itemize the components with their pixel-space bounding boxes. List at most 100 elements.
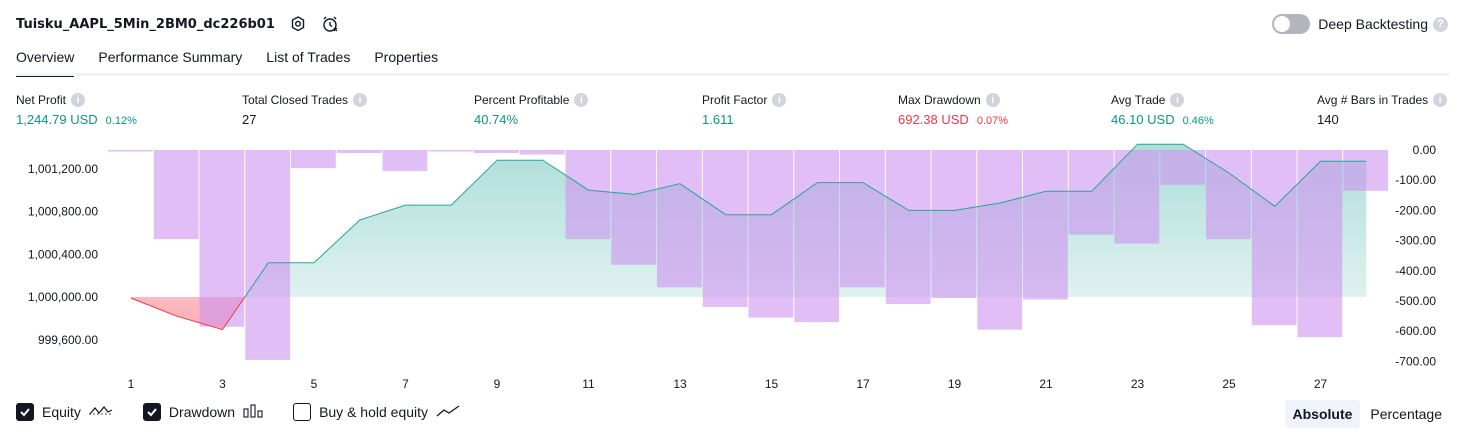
metric-label: Avg Trade [1111,93,1166,107]
x-axis-tick: 25 [1222,377,1236,391]
absolute-button[interactable]: Absolute [1284,400,1361,428]
checkbox-checked-icon[interactable] [142,403,161,421]
drawdown-bar [1343,150,1389,191]
x-axis-tick: 21 [1039,377,1053,391]
metric-label: Avg # Bars in Trades [1317,93,1429,107]
deep-backtesting-toggle[interactable] [1272,14,1311,34]
info-icon[interactable]: i [772,93,787,107]
drawdown-bar [702,150,748,307]
left-axis-tick: 1,000,400.00 [28,247,98,261]
x-axis-tick: 19 [948,377,962,391]
drawdown-bar [885,150,931,304]
drawdown-bar [748,150,794,318]
help-icon[interactable]: ? [1433,16,1448,32]
drawdown-label: Drawdown [168,404,236,420]
metric-label: Percent Profitable [474,93,570,107]
buy-hold-label: Buy & hold equity [319,404,429,420]
checkbox-unchecked-icon[interactable] [293,403,312,421]
drawdown-bar [565,150,611,240]
drawdown-bar [1251,150,1297,326]
drawdown-bar [1206,150,1251,240]
tab-divider [16,73,1450,76]
metric-max-drawdown: Max Drawdown i 692.38 USD 0.07% [898,93,1008,127]
x-axis-tick: 23 [1131,377,1145,391]
metric-value: 140 [1317,112,1339,127]
alert-clock-icon[interactable] [321,15,339,33]
right-axis-tick: -200.00 [1395,203,1436,217]
drawdown-bar [108,150,153,152]
drawdown-bar [1023,150,1068,300]
drawdown-bar [1297,150,1343,338]
drawdown-bar [1114,150,1160,244]
right-axis-tick: -600.00 [1395,324,1436,338]
drawdown-bar [794,150,840,323]
metric-percent: 0.46% [1182,115,1214,127]
right-axis-tick: -300.00 [1395,234,1436,248]
line-chart-icon [88,404,113,421]
metric-percent: 0.12% [105,115,137,127]
equity-label: Equity [42,404,81,420]
x-axis-tick: 15 [765,377,779,391]
info-icon[interactable]: i [1433,93,1448,107]
drawdown-bar [657,150,702,288]
tab-list-of-trades[interactable]: List of Trades [266,49,351,65]
x-axis-tick: 7 [402,377,409,391]
x-axis-tick: 5 [311,377,318,391]
left-axis-tick: 1,000,000.00 [28,290,98,304]
metric-avg-trade: Avg Trade i 46.10 USD 0.46% [1111,93,1214,127]
left-axis-tick: 1,000,800.00 [28,205,98,219]
right-axis-tick: 0.00 [1413,143,1437,157]
right-axis-tick: -500.00 [1395,294,1436,308]
metric-label: Net Profit [16,93,67,107]
drawdown-bar [931,150,977,298]
bar-chart-icon [243,403,263,421]
buy-hold-checkbox[interactable]: Buy & hold equity [293,403,460,421]
x-axis-tick: 13 [673,377,687,391]
right-axis-tick: -100.00 [1395,173,1436,187]
metric-value: 46.10 USD [1111,112,1175,127]
metric-percent: 0.07% [976,115,1009,127]
percentage-button[interactable]: Percentage [1370,406,1442,422]
x-axis-tick: 1 [128,377,135,391]
drawdown-bar [291,150,336,169]
drawdown-bar [382,150,428,172]
strategy-header: Tuisku_AAPL_5Min_2BM0_dc226b01 [16,12,339,36]
settings-icon[interactable] [289,15,307,33]
info-icon[interactable]: i [1170,93,1185,107]
checkbox-checked-icon[interactable] [16,403,34,421]
drawdown-checkbox[interactable]: Drawdown [142,403,263,421]
info-icon[interactable]: i [985,93,1000,107]
info-icon[interactable]: i [353,93,368,107]
trend-line-icon [436,404,460,421]
metric-label: Max Drawdown [898,93,981,107]
info-icon[interactable]: i [71,93,86,107]
equity-checkbox[interactable]: Equity [16,403,113,421]
drawdown-bar [519,150,565,155]
equity-line-positive [244,143,1367,297]
metric-profit-factor: Profit Factor i 1.611 [702,93,787,127]
x-axis-tick: 3 [219,377,226,391]
left-axis-tick: 999,600.00 [38,333,98,347]
drawdown-bar [153,150,199,240]
strategy-title: Tuisku_AAPL_5Min_2BM0_dc226b01 [16,16,275,32]
tab-performance-summary[interactable]: Performance Summary [98,49,243,65]
tab-bar: Overview Performance Summary List of Tra… [16,46,462,77]
metric-total-closed-trades: Total Closed Trades i 27 [242,93,368,127]
metric-percent-profitable: Percent Profitable i 40.74% [474,93,589,127]
metric-value: 27 [242,112,257,127]
info-icon[interactable]: i [574,93,589,107]
right-axis-tick: -700.00 [1395,354,1436,368]
metric-value: 1,244.79 USD [16,112,98,127]
drawdown-bar [199,150,245,327]
metric-label: Profit Factor [702,93,768,107]
drawdown-bar [1160,150,1206,185]
drawdown-bar [428,150,474,152]
drawdown-bar [840,150,885,288]
drawdown-bar [474,150,519,153]
tab-properties[interactable]: Properties [374,49,439,65]
drawdown-bar [245,150,291,360]
x-axis-tick: 27 [1314,377,1328,391]
equity-drawdown-chart[interactable]: 1,001,200.00 1,000,800.00 1,000,400.00 1,00… [0,140,1466,395]
metric-value: 40.74% [474,112,519,127]
metric-label: Total Closed Trades [242,93,349,107]
